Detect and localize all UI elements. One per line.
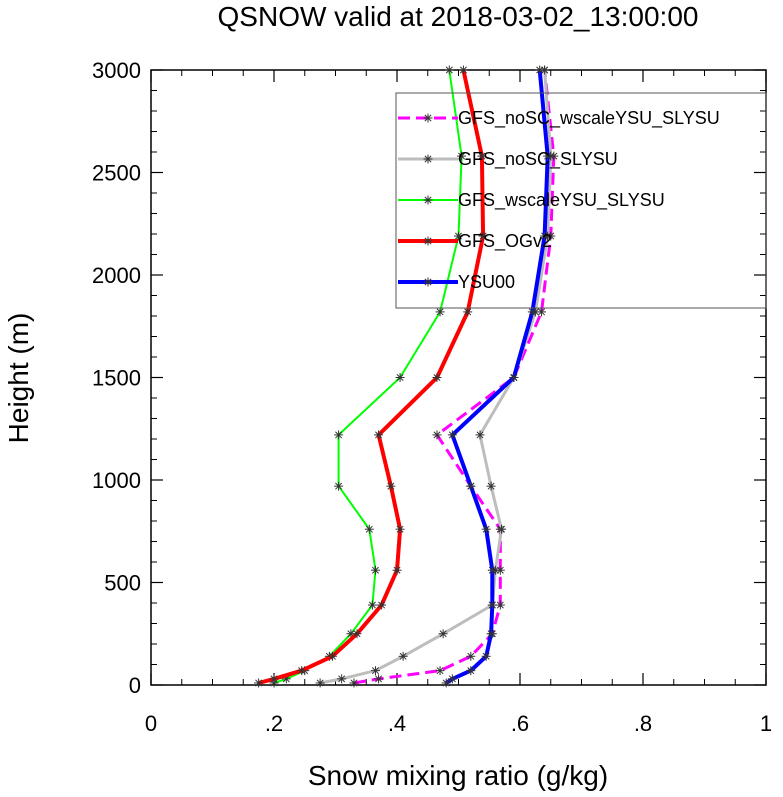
legend-label: GFS_noSC_wscaleYSU_SLYSU [458, 108, 720, 129]
data-point [327, 651, 337, 661]
data-point [481, 651, 491, 661]
data-point [466, 651, 476, 661]
data-point [447, 674, 457, 684]
data-point [435, 666, 445, 676]
x-tick-label: .8 [634, 711, 652, 736]
data-point [370, 666, 380, 676]
data-point [458, 65, 468, 75]
data-point [435, 307, 445, 317]
data-point [486, 629, 496, 639]
data-point [447, 430, 457, 440]
data-point [481, 524, 491, 534]
chart-title: QSNOW valid at 2018-03-02_13:00:00 [218, 1, 699, 32]
legend-marker [423, 154, 433, 164]
series-GFS_OGv2 [254, 65, 488, 688]
x-tick-label: .6 [511, 711, 529, 736]
data-point [254, 678, 264, 688]
x-tick-label: .2 [265, 711, 283, 736]
data-point [352, 629, 362, 639]
x-axis: 0 .2 .4 .6 .8 1 [145, 70, 772, 736]
legend-label: GFS_OGv2 [458, 231, 552, 252]
data-point [386, 481, 396, 491]
data-point [392, 565, 402, 575]
legend-item: GFS_noSC_SLYSU [398, 149, 618, 170]
series-YSU00 [441, 65, 553, 688]
x-tick-label: 0 [145, 711, 157, 736]
data-point [497, 524, 507, 534]
data-point [444, 65, 454, 75]
legend-item: GFS_noSC_wscaleYSU_SLYSU [398, 108, 720, 129]
y-tick-label: 500 [104, 571, 141, 596]
legend-box [395, 92, 767, 309]
data-point [315, 678, 325, 688]
legend-label: GFS_noSC_SLYSU [458, 149, 618, 170]
y-tick-label: 1000 [92, 468, 141, 493]
series-layer [254, 65, 559, 688]
data-point [478, 231, 488, 241]
data-point [475, 430, 485, 440]
legend-item: GFS_OGv2 [398, 231, 552, 252]
data-point [463, 307, 473, 317]
series-line [258, 69, 486, 685]
legend-marker [423, 236, 433, 246]
data-point [495, 600, 505, 610]
data-point [477, 151, 487, 161]
data-point [364, 524, 374, 534]
y-tick-label: 2000 [92, 263, 141, 288]
data-point [395, 524, 405, 534]
data-point [269, 674, 279, 684]
legend-item: GFS_wscaleYSU_SLYSU [398, 190, 665, 211]
data-point [487, 565, 497, 575]
data-point [297, 666, 307, 676]
x-axis-label: Snow mixing ratio (g/kg) [308, 760, 608, 791]
data-point [509, 373, 519, 382]
legend-marker [423, 113, 433, 123]
data-point [466, 666, 476, 676]
legend-label: GFS_wscaleYSU_SLYSU [458, 190, 665, 211]
data-point [438, 629, 448, 639]
data-point [374, 430, 384, 440]
data-point [466, 481, 476, 491]
data-point [457, 151, 467, 161]
legend-label: YSU00 [458, 272, 515, 292]
legend: GFS_noSC_wscaleYSU_SLYSU GFS_noSC_SLYSU GF… [395, 92, 767, 309]
legend-item: YSU00 [398, 272, 515, 292]
data-point [349, 678, 359, 688]
legend-marker [423, 277, 433, 287]
data-point [432, 430, 442, 440]
series-line [273, 69, 463, 684]
data-point [495, 565, 505, 575]
data-point [334, 430, 344, 440]
data-point [377, 600, 387, 610]
data-point [487, 600, 497, 610]
data-point [535, 65, 545, 75]
data-point [432, 373, 442, 382]
x-tick-label: 1 [760, 711, 772, 736]
y-tick-label: 1500 [92, 366, 141, 391]
data-point [537, 307, 547, 317]
data-point [395, 373, 405, 382]
data-point [367, 600, 377, 610]
data-point [441, 678, 451, 688]
data-point [527, 307, 537, 317]
data-point [337, 674, 347, 684]
legend-marker [423, 195, 433, 205]
data-point [374, 674, 384, 684]
y-tick-label: 2500 [92, 161, 141, 186]
x-tick-label: .4 [388, 711, 406, 736]
y-tick-label: 0 [129, 673, 141, 698]
data-point [334, 481, 344, 491]
data-point [486, 481, 496, 491]
y-axis: 0 500 1000 1500 2000 2500 3000 [92, 58, 766, 698]
y-axis-label: Height (m) [3, 313, 34, 444]
data-point [540, 231, 550, 241]
data-point [454, 231, 463, 241]
data-point [398, 651, 408, 661]
data-point [370, 565, 380, 575]
y-tick-label: 3000 [92, 58, 141, 83]
data-point [543, 151, 553, 161]
